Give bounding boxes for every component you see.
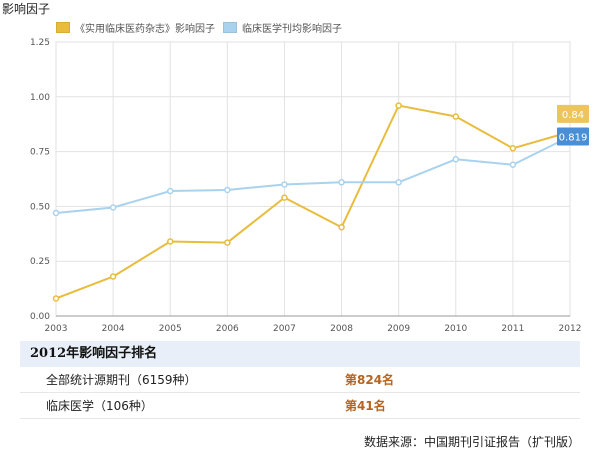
data-point [224,186,231,194]
ranking-row-label: 全部统计源期刊（6159种） [46,373,197,387]
data-point [509,161,517,169]
legend-swatch-journal [56,21,70,33]
data-point [166,238,174,245]
y-tick-label: 0.00 [30,312,50,322]
data-point [452,156,460,163]
data-point [338,223,345,231]
end-value-label: 0.819 [559,132,588,143]
series-line-1 [55,104,571,300]
x-tick-label: 2008 [330,324,353,334]
data-point [395,179,402,186]
legend-item-journal[interactable]: 《实用临床医药杂志》影响因子 [56,20,215,35]
x-tick-label: 2006 [216,324,239,334]
data-point [338,179,345,186]
line-chart: 0.00 0.25 0.50 0.75 1.00 1.25 2003 2004 2005 2006… [30,38,589,334]
data-point [281,181,288,188]
legend-label-journal: 《实用临床医药杂志》影响因子 [75,23,215,35]
x-tick-label: 2011 [501,324,524,334]
y-tick-label: 0.75 [30,148,50,158]
data-point [52,295,60,302]
data-point [52,209,60,217]
chart-legend: 《实用临床医药杂志》影响因子 临床医学刊均影响因子 [56,19,350,35]
ranking-row-value: 第41名 [345,399,386,413]
x-tick-label: 2007 [273,324,296,334]
data-point [109,204,117,211]
data-point [395,102,402,109]
ranking-row-label: 临床医学（106种） [46,399,153,413]
data-point [166,187,174,195]
ranking-title: 2012年影响因子排名 [20,341,580,367]
ranking-row: 临床医学（106种） 第41名 [20,393,580,419]
data-point [109,273,117,280]
chart-title: 影响因子 [2,2,51,16]
x-tick-label: 2005 [159,324,182,334]
x-tick-label: 2010 [444,324,467,334]
data-point [452,113,460,120]
data-point [281,194,288,201]
x-tick-label: 2012 [559,324,582,334]
legend-label-average: 临床医学刊均影响因子 [242,23,342,35]
end-value-label-bg [557,104,589,123]
series-line-2 [55,135,571,214]
ranking-row-value: 第824名 [345,373,395,387]
plot-area [55,41,571,317]
y-tick-label: 1.00 [30,93,50,103]
y-tick-label: 0.25 [30,257,50,267]
x-tick-label: 2009 [387,324,410,334]
data-point [509,145,517,152]
legend-swatch-average [223,21,237,33]
y-tick-label: 0.50 [30,202,50,212]
data-source: 数据来源：中国期刊引证报告（扩刊版） [363,435,580,449]
end-value-label-bg [557,127,589,146]
legend-item-average[interactable]: 临床医学刊均影响因子 [223,20,342,35]
end-value-label: 0.84 [562,110,584,121]
ranking-row: 全部统计源期刊（6159种） 第824名 [20,367,580,393]
x-tick-label: 2003 [45,324,68,334]
x-tick-label: 2004 [102,324,125,334]
data-point [224,239,231,246]
y-tick-label: 1.25 [30,38,50,48]
